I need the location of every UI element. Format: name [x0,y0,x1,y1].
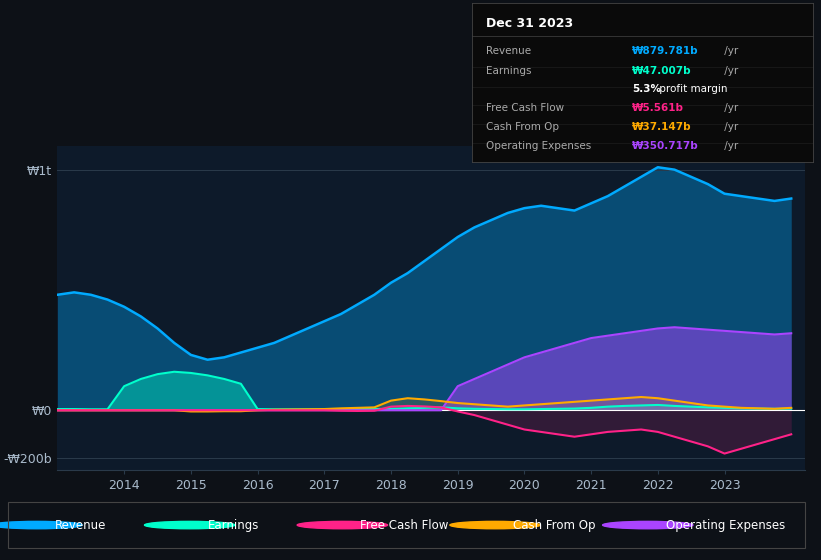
Circle shape [603,521,693,529]
Text: Earnings: Earnings [486,67,531,76]
Circle shape [297,521,388,529]
Text: /yr: /yr [721,103,738,113]
Text: ₩47.007b: ₩47.007b [632,67,692,76]
Text: Cash From Op: Cash From Op [513,519,595,531]
Circle shape [450,521,540,529]
Circle shape [144,521,235,529]
Text: profit margin: profit margin [656,84,727,94]
Text: /yr: /yr [721,67,738,76]
Text: Cash From Op: Cash From Op [486,122,559,132]
Text: /yr: /yr [721,122,738,132]
Text: Free Cash Flow: Free Cash Flow [486,103,564,113]
Text: 5.3%: 5.3% [632,84,661,94]
Text: /yr: /yr [721,46,738,55]
Text: Revenue: Revenue [486,46,531,55]
Text: Free Cash Flow: Free Cash Flow [360,519,449,531]
Text: Operating Expenses: Operating Expenses [486,142,591,151]
Text: ₩37.147b: ₩37.147b [632,122,692,132]
Text: ₩350.717b: ₩350.717b [632,142,699,151]
Text: Revenue: Revenue [55,519,107,531]
Text: ₩5.561b: ₩5.561b [632,103,684,113]
Text: /yr: /yr [721,142,738,151]
Text: Earnings: Earnings [208,519,259,531]
Text: Operating Expenses: Operating Expenses [666,519,785,531]
Text: ₩879.781b: ₩879.781b [632,46,699,55]
Circle shape [0,521,82,529]
Text: Dec 31 2023: Dec 31 2023 [486,17,573,30]
